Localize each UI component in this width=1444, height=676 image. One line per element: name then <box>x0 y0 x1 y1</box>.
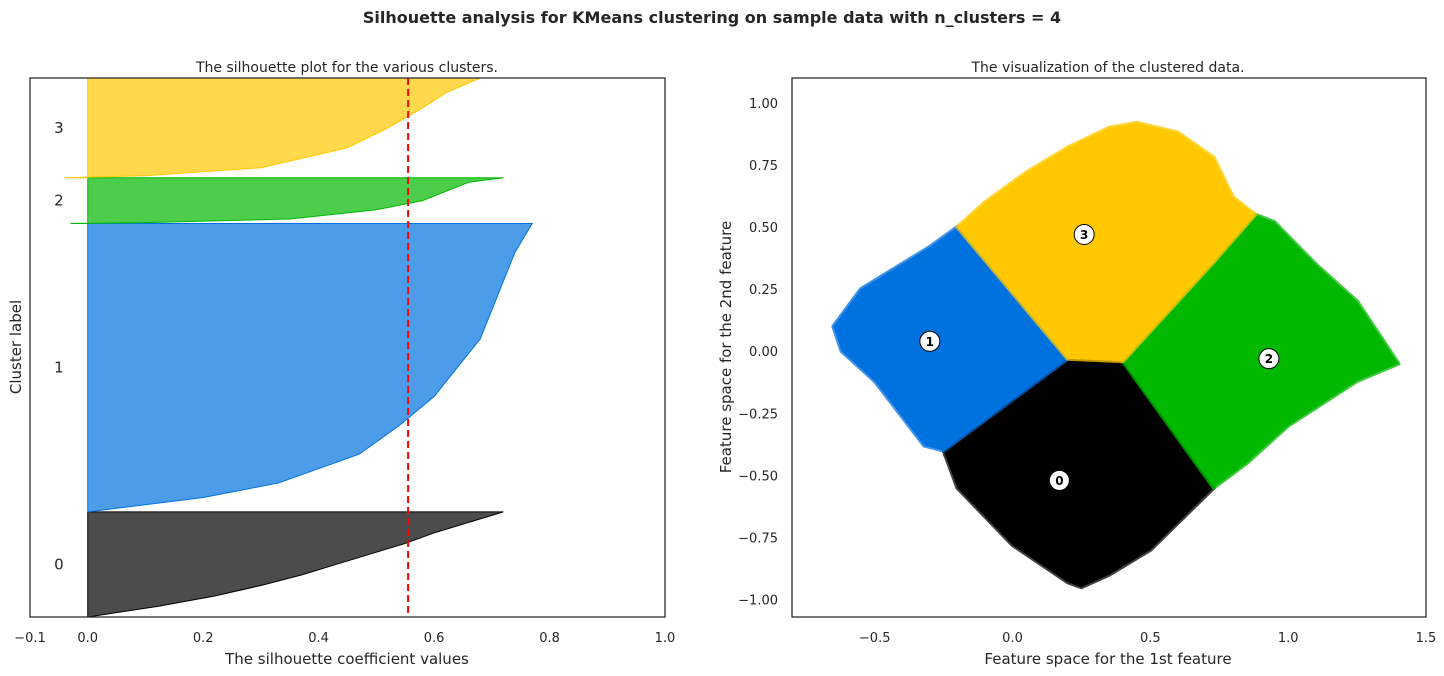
scatter-y-tick: 1.00 <box>749 97 778 112</box>
scatter-x-label: Feature space for the 1st feature <box>984 650 1231 668</box>
silhouette-fill-cluster-2 <box>70 177 504 225</box>
scatter-x-tick: 0.5 <box>1140 631 1161 646</box>
cluster-center-label-3: 3 <box>1080 228 1088 242</box>
silhouette-y-label: Cluster label <box>7 300 25 394</box>
silhouette-x-tick: −0.1 <box>14 631 46 646</box>
cluster-region-3 <box>955 120 1258 364</box>
cluster-labels: 0 1 2 3 <box>54 119 64 574</box>
scatter-x-tick: 0.0 <box>1002 631 1023 646</box>
scatter-x-ticks: −0.5 0.0 0.5 1.0 1.5 <box>859 631 1436 646</box>
silhouette-fill-cluster-0 <box>87 511 504 617</box>
cluster-label-3: 3 <box>54 119 64 137</box>
cluster-center-label-0: 0 <box>1055 474 1063 488</box>
scatter-x-tick: 1.5 <box>1416 631 1437 646</box>
scatter-y-tick: −1.00 <box>738 594 778 609</box>
silhouette-x-tick: 1.0 <box>655 631 676 646</box>
silhouette-plot-frame <box>29 77 666 618</box>
scatter-y-tick: −0.75 <box>738 532 778 547</box>
cluster-center-marker-2 <box>1258 348 1280 370</box>
silhouette-x-tick: 0.0 <box>77 631 98 646</box>
scatter-plot-frame <box>791 77 1427 618</box>
cluster-scatter-plot: The visualization of the clustered data.… <box>717 60 1436 668</box>
figure-title: Silhouette analysis for KMeans clusterin… <box>363 8 1061 27</box>
scatter-y-label: Feature space for the 2nd feature <box>717 221 735 474</box>
cluster-center-marker-0 <box>1048 469 1070 491</box>
cluster-label-1: 1 <box>54 359 64 377</box>
silhouette-x-tick: 0.8 <box>539 631 560 646</box>
scatter-x-tick: 1.0 <box>1278 631 1299 646</box>
cluster-label-2: 2 <box>54 192 64 210</box>
scatter-y-tick: 0.00 <box>749 345 778 360</box>
silhouette-x-tick: 0.2 <box>193 631 214 646</box>
cluster-regions <box>831 120 1401 590</box>
cluster-center-label-1: 1 <box>926 335 934 349</box>
silhouette-plot-title: The silhouette plot for the various clus… <box>195 60 498 76</box>
silhouette-x-tick: 0.4 <box>308 631 329 646</box>
cluster-center-marker-1 <box>919 330 941 352</box>
scatter-y-tick: −0.25 <box>738 407 778 422</box>
silhouette-plot: The silhouette plot for the various clus… <box>7 60 675 668</box>
scatter-y-tick: 0.25 <box>749 283 778 298</box>
cluster-label-0: 0 <box>54 555 64 573</box>
silhouette-x-ticks: −0.1 0.0 0.2 0.4 0.6 0.8 1.0 <box>14 631 675 646</box>
cluster-center-marker-3 <box>1073 223 1095 245</box>
cluster-center-label-2: 2 <box>1265 352 1273 366</box>
scatter-y-tick: 0.75 <box>749 159 778 174</box>
silhouette-fill-cluster-1 <box>87 223 534 513</box>
scatter-y-tick: −0.50 <box>738 469 778 484</box>
cluster-centers: 0 1 2 3 <box>919 223 1280 491</box>
scatter-y-tick: 0.50 <box>749 221 778 236</box>
silhouette-x-label: The silhouette coefficient values <box>224 650 469 668</box>
scatter-y-ticks: −1.00 −0.75 −0.50 −0.25 0.00 0.25 0.50 0.75 1.00 <box>738 97 778 609</box>
scatter-x-tick: −0.5 <box>859 631 891 646</box>
scatter-plot-title: The visualization of the clustered data. <box>971 60 1245 76</box>
silhouette-fills <box>64 78 534 617</box>
silhouette-x-tick: 0.6 <box>424 631 445 646</box>
silhouette-fill-cluster-3 <box>64 78 481 179</box>
